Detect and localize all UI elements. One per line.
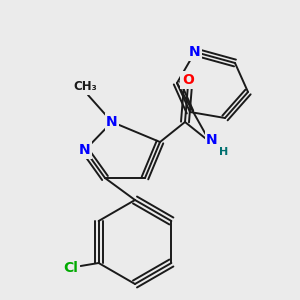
- Text: N: N: [79, 143, 91, 157]
- Text: N: N: [189, 45, 201, 59]
- Text: O: O: [182, 73, 194, 87]
- Text: N: N: [106, 115, 118, 129]
- Text: Cl: Cl: [63, 261, 78, 275]
- Text: N: N: [206, 133, 218, 147]
- Text: H: H: [219, 147, 229, 157]
- Text: CH₃: CH₃: [73, 80, 97, 94]
